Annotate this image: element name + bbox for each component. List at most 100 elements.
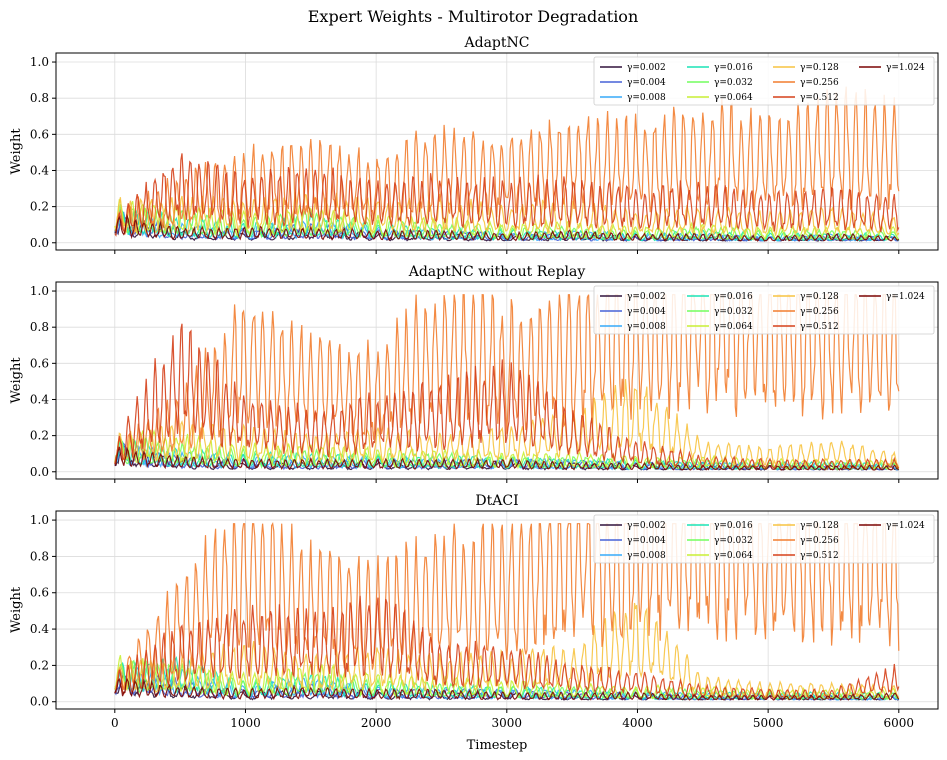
legend-label: γ=0.016 <box>714 521 753 531</box>
legend-label: γ=0.128 <box>800 292 839 302</box>
legend-box <box>593 56 935 106</box>
legend-label: γ=0.512 <box>800 322 839 332</box>
axes-frame <box>55 281 939 480</box>
legend-label: γ=0.008 <box>627 322 666 332</box>
legend-label: γ=0.016 <box>714 292 753 302</box>
legend-item-0-032: γ=0.032 <box>687 536 753 546</box>
legend-label: γ=0.256 <box>800 307 839 317</box>
legend-label: γ=0.256 <box>800 78 839 88</box>
legend-item-0-256: γ=0.256 <box>773 536 839 546</box>
series-lines <box>114 521 900 701</box>
series-line-0-128 <box>114 379 900 468</box>
y-tick-label: 0.2 <box>30 658 49 672</box>
legend: γ=0.002 γ=0.004 γ=0.008 γ=0.016 γ=0.032 γ=0.0… <box>593 56 935 106</box>
x-tick-label: 6000 <box>884 716 915 730</box>
panel-title: AdaptNC <box>464 35 530 51</box>
y-tick-label: 0.2 <box>30 200 49 214</box>
x-tick-label: 4000 <box>622 716 653 730</box>
legend-item-0-128: γ=0.128 <box>773 521 839 531</box>
series-line-0-128 <box>114 192 900 237</box>
y-tick-label: 0.8 <box>30 320 49 334</box>
y-tick-label: 0.4 <box>30 392 49 406</box>
y-tick-label: 0.0 <box>30 465 49 479</box>
panel-title: AdaptNC without Replay <box>408 264 586 280</box>
legend-item-0-004: γ=0.004 <box>600 307 666 317</box>
series-line-0-512 <box>114 323 900 471</box>
series-line-0-256 <box>114 86 900 236</box>
x-tick-label: 5000 <box>753 716 784 730</box>
panel-adaptnc: AdaptNC0.00.20.40.60.81.0Weightγ=0.002γ=… <box>9 35 939 254</box>
legend-label: γ=0.128 <box>800 63 839 73</box>
legend-item-0-008: γ=0.008 <box>600 93 666 103</box>
panel-adaptnc-without-replay: AdaptNC without Replay 0.0 0.2 0.4 0.6 0.8 1.0… <box>9 264 939 483</box>
legend-label: γ=0.512 <box>800 551 839 561</box>
series-line-1-024 <box>114 446 900 471</box>
panel-dtaci: DtACI 0.0 0.2 0.4 0.6 0.8 1.0 0 1000 2000 3000 4000… <box>9 493 939 730</box>
legend-label: γ=0.064 <box>714 322 753 332</box>
y-tick-label: 0.8 <box>30 91 49 105</box>
legend-label: γ=0.512 <box>800 93 839 103</box>
legend-item-0-512: γ=0.512 <box>773 551 839 561</box>
legend-item-0-128: γ=0.128 <box>773 63 839 73</box>
legend-label: γ=0.002 <box>627 292 666 302</box>
legend-item-0-064: γ=0.064 <box>687 93 753 103</box>
legend-item-0-016: γ=0.016 <box>687 63 753 73</box>
legend-item-0-016: γ=0.016 <box>687 521 753 531</box>
legend-label: γ=0.128 <box>800 521 839 531</box>
y-tick-label: 0.4 <box>30 622 49 636</box>
x-tick-label: 2000 <box>361 716 392 730</box>
x-tick-label: 1000 <box>230 716 261 730</box>
axes-frame <box>55 510 939 710</box>
legend-label: γ=0.032 <box>714 536 753 546</box>
legend-label: γ=1.024 <box>886 521 925 531</box>
series-line-1-024 <box>114 677 900 701</box>
legend-label: γ=0.008 <box>627 551 666 561</box>
y-tick-label: 0.6 <box>30 586 49 600</box>
legend-item-0-008: γ=0.008 <box>600 551 666 561</box>
legend-item-0-512: γ=0.512 <box>773 322 839 332</box>
y-tick-label: 1.0 <box>30 55 49 69</box>
legend-item-0-064: γ=0.064 <box>687 322 753 332</box>
legend-item-0-064: γ=0.064 <box>687 551 753 561</box>
legend-item-0-256: γ=0.256 <box>773 307 839 317</box>
legend-label: γ=0.032 <box>714 78 753 88</box>
legend-label: γ=0.064 <box>714 93 753 103</box>
legend-box <box>593 514 935 564</box>
axes-frame <box>55 52 939 251</box>
figure-title: Expert Weights - Multirotor Degradation <box>308 7 639 26</box>
series-line-0-512 <box>114 153 900 237</box>
legend-label: γ=0.064 <box>714 551 753 561</box>
y-tick-label: 0.0 <box>30 695 49 709</box>
legend: γ=0.002 γ=0.004 γ=0.008 γ=0.016 γ=0.032 γ=0.0… <box>593 514 935 564</box>
legend-label: γ=0.002 <box>627 521 666 531</box>
legend-item-0-256: γ=0.256 <box>773 78 839 88</box>
series-lines <box>114 294 900 471</box>
legend-item-1-024: γ=1.024 <box>859 63 925 73</box>
y-tick-label: 0.0 <box>30 236 49 250</box>
series-line-1-024 <box>114 213 900 242</box>
legend-label: γ=0.004 <box>627 307 666 317</box>
legend-label: γ=0.016 <box>714 63 753 73</box>
series-line-0-512 <box>114 595 900 700</box>
legend-item-1-024: γ=1.024 <box>859 521 925 531</box>
legend-item-0-004: γ=0.004 <box>600 78 666 88</box>
legend-item-0-128: γ=0.128 <box>773 292 839 302</box>
y-tick-label: 1.0 <box>30 284 49 298</box>
legend-item-0-002: γ=0.002 <box>600 292 666 302</box>
y-tick-label: 0.6 <box>30 356 49 370</box>
legend-label: γ=0.008 <box>627 93 666 103</box>
legend-item-0-004: γ=0.004 <box>600 536 666 546</box>
legend-label: γ=0.256 <box>800 536 839 546</box>
y-axis-label: Weight <box>9 128 24 175</box>
panel-title: DtACI <box>475 493 518 509</box>
x-axis-label: Timestep <box>467 738 528 753</box>
legend-box <box>593 285 935 335</box>
y-axis-label: Weight <box>9 586 24 633</box>
series-lines <box>114 86 900 242</box>
legend-label: γ=0.004 <box>627 536 666 546</box>
x-tick-label: 3000 <box>492 716 523 730</box>
legend-label: γ=0.032 <box>714 307 753 317</box>
legend-label: γ=1.024 <box>886 292 925 302</box>
legend-item-0-032: γ=0.032 <box>687 307 753 317</box>
